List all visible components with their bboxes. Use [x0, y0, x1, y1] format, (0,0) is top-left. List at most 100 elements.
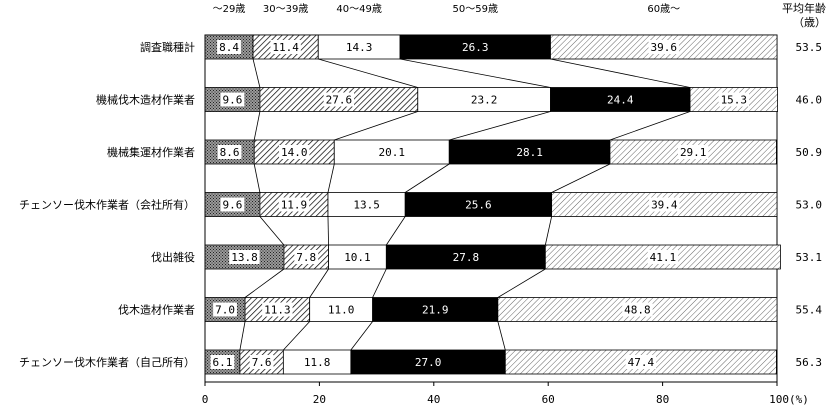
- value-label: 24.4: [607, 94, 634, 107]
- value-label-bg: [278, 197, 310, 212]
- bar-segment: [350, 349, 506, 375]
- connector-line: [404, 163, 450, 193]
- x-tick-label: 60: [542, 393, 555, 406]
- value-label-bg: [220, 92, 245, 107]
- value-label: 11.3: [264, 304, 291, 317]
- connector-line: [327, 216, 329, 246]
- value-label-bg: [262, 302, 293, 317]
- value-label-bg: [249, 355, 274, 369]
- category-label: チェンソー伐木作業者（自己所有）: [19, 355, 195, 369]
- value-label-bg: [217, 145, 242, 159]
- value-label: 39.6: [650, 41, 677, 54]
- value-label-bg: [648, 40, 679, 54]
- value-label: 7.0: [215, 304, 235, 317]
- value-label: 26.3: [462, 41, 489, 54]
- legend-age-group-label: 40～49歳: [336, 3, 381, 15]
- value-label: 13.8: [231, 251, 258, 264]
- connector-line: [253, 163, 261, 193]
- connector-line: [244, 268, 285, 298]
- category-label: 機械集運材作業者: [107, 145, 195, 159]
- connector-line: [544, 216, 553, 246]
- average-age-header: 平均年齢: [782, 1, 826, 15]
- bar-segment: [504, 349, 777, 375]
- value-label-bg: [270, 40, 301, 54]
- value-label: 29.1: [680, 146, 707, 159]
- average-age-value: 46.0: [796, 94, 823, 107]
- value-label: 25.6: [465, 199, 492, 212]
- connector-line: [350, 321, 373, 351]
- value-label: 41.1: [650, 251, 677, 264]
- value-label: 21.9: [422, 304, 449, 317]
- connector-line: [497, 321, 506, 351]
- value-label-bg: [625, 355, 657, 369]
- category-label: 伐木造材作業者: [118, 303, 195, 317]
- category-label: 機械伐木造材作業者: [96, 93, 195, 107]
- connector-line: [239, 321, 246, 351]
- connector-line: [252, 58, 261, 88]
- value-label: 13.5: [353, 199, 380, 212]
- value-label: 20.1: [379, 146, 406, 159]
- bar-segment: [317, 34, 401, 60]
- value-label-bg: [213, 302, 237, 317]
- average-age-value: 55.4: [796, 304, 823, 317]
- bar-segment: [550, 87, 691, 112]
- value-label: 15.3: [721, 94, 748, 107]
- value-label: 7.8: [296, 251, 316, 264]
- value-label-bg: [622, 302, 653, 317]
- bar-segment: [252, 34, 319, 60]
- x-tick-label: 0: [202, 393, 209, 406]
- bar-segment: [609, 139, 777, 165]
- connector-line: [318, 58, 418, 88]
- category-label: 伐出雑役: [151, 250, 195, 264]
- x-tick-label: 100(%): [769, 393, 809, 406]
- bar-segment: [417, 87, 551, 112]
- bar-segment: [328, 244, 387, 270]
- average-age-header: （歳）: [793, 16, 826, 29]
- legend-age-group-label: 60歳～: [647, 3, 680, 15]
- connector-line: [551, 163, 611, 193]
- value-label: 11.0: [328, 304, 355, 317]
- connector-line: [399, 58, 551, 88]
- connector-line: [253, 111, 261, 141]
- value-label: 14.3: [346, 41, 373, 54]
- value-label: 48.8: [624, 304, 651, 317]
- bar-segment: [385, 244, 546, 270]
- value-label: 27.8: [453, 251, 480, 264]
- connector-line: [550, 58, 691, 88]
- average-age-value: 56.3: [796, 356, 823, 369]
- value-label: 9.6: [223, 199, 243, 212]
- category-label: 調査職種計: [140, 40, 195, 54]
- connector-line: [497, 268, 546, 298]
- bar-segment: [399, 34, 551, 60]
- connector-line: [449, 111, 551, 141]
- category-label: チェンソー伐木作業者（会社所有）: [19, 198, 195, 212]
- bar-segment: [689, 87, 778, 112]
- connector-line: [334, 111, 418, 141]
- value-label-bg: [217, 40, 241, 54]
- legend-age-group-label: 30～39歳: [263, 3, 308, 15]
- value-label: 8.6: [220, 146, 240, 159]
- average-age-value: 53.5: [796, 41, 823, 54]
- value-label: 6.1: [213, 356, 233, 369]
- value-label: 9.6: [223, 94, 243, 107]
- average-age-value: 53.1: [796, 251, 823, 264]
- connector-line: [609, 111, 691, 141]
- bar-segment: [404, 192, 553, 217]
- value-label: 27.6: [326, 94, 353, 107]
- bar-segment: [372, 297, 499, 322]
- value-label: 47.4: [628, 356, 655, 369]
- value-label-bg: [647, 250, 679, 264]
- value-label: 27.0: [415, 356, 442, 369]
- bar-segment: [282, 349, 352, 375]
- value-label: 8.4: [219, 41, 239, 54]
- value-label-bg: [678, 145, 709, 159]
- value-label: 11.8: [304, 356, 331, 369]
- connector-line: [327, 163, 335, 193]
- value-label: 14.0: [281, 146, 308, 159]
- value-label-bg: [294, 250, 319, 264]
- average-age-value: 53.0: [796, 199, 823, 212]
- value-label-bg: [323, 92, 355, 107]
- connector-line: [259, 216, 285, 246]
- value-label: 39.4: [651, 199, 678, 212]
- value-label: 10.1: [344, 251, 371, 264]
